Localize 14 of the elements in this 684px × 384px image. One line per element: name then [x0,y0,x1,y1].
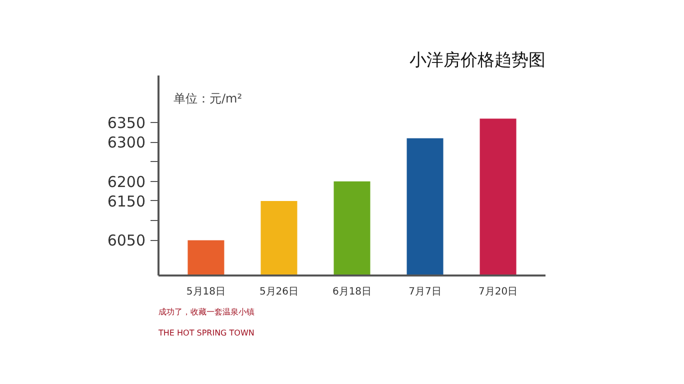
text: 成功了，收藏一套温泉小镇 [158,308,254,316]
y-tick-label: 6300 [107,134,146,152]
y-tick-label: 6350 [107,114,146,132]
y-tick-label: 6050 [107,232,146,250]
x-tick-label: 7月20日 [478,286,518,298]
x-tick-label: 7月7日 [408,286,442,298]
text: THE HOT SPRING TOWN [158,328,254,338]
x-tick-label: 5月26日 [259,286,299,298]
x-tick-label: 6月18日 [332,286,372,298]
y-tick-label: 6150 [107,192,146,210]
y-tick-label: 6200 [107,172,146,191]
x-tick-label: 5月18日 [186,286,226,298]
chart-title: 小洋房价格趋势图 [410,50,546,70]
y-axis-title: 单位：元/m² [174,92,242,106]
